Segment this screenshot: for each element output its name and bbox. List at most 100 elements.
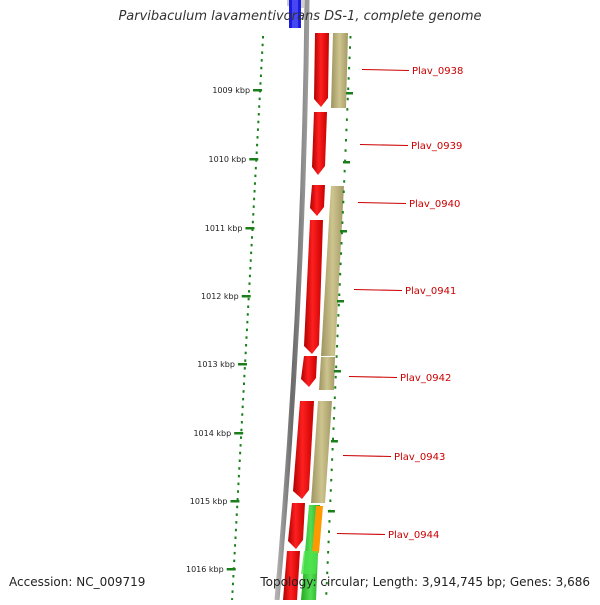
ruler-dot [251, 220, 254, 224]
ruler-dot [247, 297, 250, 301]
cds-arrow[interactable] [293, 401, 314, 499]
minor-tick [340, 231, 343, 235]
minor-tick [341, 211, 344, 214]
cds-arrow[interactable] [301, 356, 317, 387]
orange-feature[interactable] [312, 506, 323, 553]
ruler-dot [235, 513, 238, 516]
minor-tick [326, 571, 329, 575]
minor-tick [349, 36, 352, 39]
minor-tick [348, 66, 351, 70]
ruler-dot [236, 498, 239, 501]
cds-block[interactable] [319, 357, 335, 390]
ruler-major-tick [234, 432, 244, 435]
minor-tick [342, 200, 345, 204]
ruler-dot [244, 359, 247, 362]
minor-tick [346, 108, 349, 111]
minor-tick [336, 334, 339, 338]
minor-tick [329, 499, 332, 502]
ruler-dot [243, 374, 246, 378]
minor-tick [342, 190, 345, 193]
minor-tick [331, 448, 334, 451]
gene-label[interactable]: Plav_0940 [409, 199, 460, 210]
ruler-dot [245, 328, 248, 332]
ruler-dot [231, 582, 234, 586]
ruler-label: 1011 kbp [205, 224, 243, 233]
ruler-dot [261, 43, 264, 47]
ruler-label: 1014 kbp [193, 429, 231, 438]
ruler-dot [239, 451, 242, 455]
ruler-dot [237, 490, 240, 493]
ruler-label: 1010 kbp [209, 155, 247, 164]
minor-tick [347, 87, 350, 90]
ruler-dot [254, 166, 257, 170]
ruler-dot [240, 421, 243, 424]
minor-tick [330, 478, 333, 482]
genome-backbone [274, 0, 310, 601]
minor-tick [348, 46, 351, 49]
ruler-dot [240, 428, 243, 432]
minor-tick [332, 417, 335, 420]
minor-tick-major [330, 440, 338, 443]
minor-tick [348, 56, 351, 60]
minor-tick-column [325, 36, 354, 595]
gene-label[interactable]: Plav_0944 [388, 530, 439, 541]
ruler-dot [247, 305, 250, 308]
minor-tick [343, 169, 346, 173]
minor-tick [335, 355, 338, 358]
minor-tick-major [346, 92, 354, 95]
gene-label[interactable]: Plav_0943 [394, 452, 445, 463]
gene-label[interactable]: Plav_0938 [412, 66, 463, 77]
ruler-dot [252, 213, 255, 216]
minor-tick [337, 314, 340, 317]
cds-arrow[interactable] [283, 551, 300, 600]
cds-arrow[interactable] [312, 112, 327, 175]
minor-tick [328, 530, 331, 533]
topology-text: Topology: circular; Length: 3,914,745 bp… [260, 575, 590, 589]
ruler-dot [236, 505, 239, 509]
cds-arrow[interactable] [288, 503, 305, 549]
minor-tick [339, 272, 342, 276]
cds-arrow[interactable] [310, 185, 325, 216]
minor-tick [344, 159, 347, 163]
minor-tick [332, 437, 335, 441]
cds-block[interactable] [321, 186, 344, 356]
ruler-label: 1009 kbp [212, 86, 250, 95]
ruler-dot [253, 190, 256, 193]
gene-label[interactable]: Plav_0942 [400, 373, 451, 384]
ruler-dot [249, 259, 252, 262]
ruler-dot [252, 205, 255, 208]
cds-block[interactable] [311, 401, 332, 503]
cds-arrow[interactable] [314, 33, 329, 107]
minor-tick [325, 592, 328, 595]
ruler-dot [249, 267, 252, 270]
minor-tick-major [327, 510, 335, 513]
minor-tick [335, 365, 338, 369]
ruler-dot [245, 336, 248, 339]
ruler-dot [257, 120, 260, 124]
ruler-major-tick [226, 568, 236, 571]
minor-tick-major [333, 370, 341, 373]
minor-tick [329, 489, 332, 492]
gene-label[interactable]: Plav_0941 [405, 286, 456, 297]
gene-label[interactable]: Plav_0939 [411, 141, 462, 152]
ruler-dot [258, 105, 261, 108]
minor-tick [338, 283, 341, 286]
gene-leader-line [357, 202, 407, 204]
gene-labels: Plav_0938 Plav_0939 Plav_0940 Plav_0941 Plav… [336, 66, 463, 541]
cds-arrow[interactable] [304, 220, 323, 354]
ruler-dot [239, 444, 242, 447]
cds-block[interactable] [331, 33, 348, 108]
ruler-label: 1016 kbp [186, 565, 224, 574]
ruler-dot [231, 590, 234, 593]
ruler-dot [250, 243, 253, 247]
kbp-ruler: 1009 kbp 1010 kbp 1011 kbp 1012 kbp 1013 kbp… [186, 36, 265, 601]
accession-text: Accession: NC_009719 [9, 575, 146, 589]
minor-tick [336, 324, 339, 327]
ruler-dot [242, 382, 245, 385]
ruler-dot [242, 390, 245, 393]
ruler-dot [234, 528, 237, 532]
minor-tick [346, 97, 349, 101]
ruler-dot [248, 290, 251, 293]
minor-tick [325, 581, 328, 585]
minor-tick [333, 406, 336, 410]
